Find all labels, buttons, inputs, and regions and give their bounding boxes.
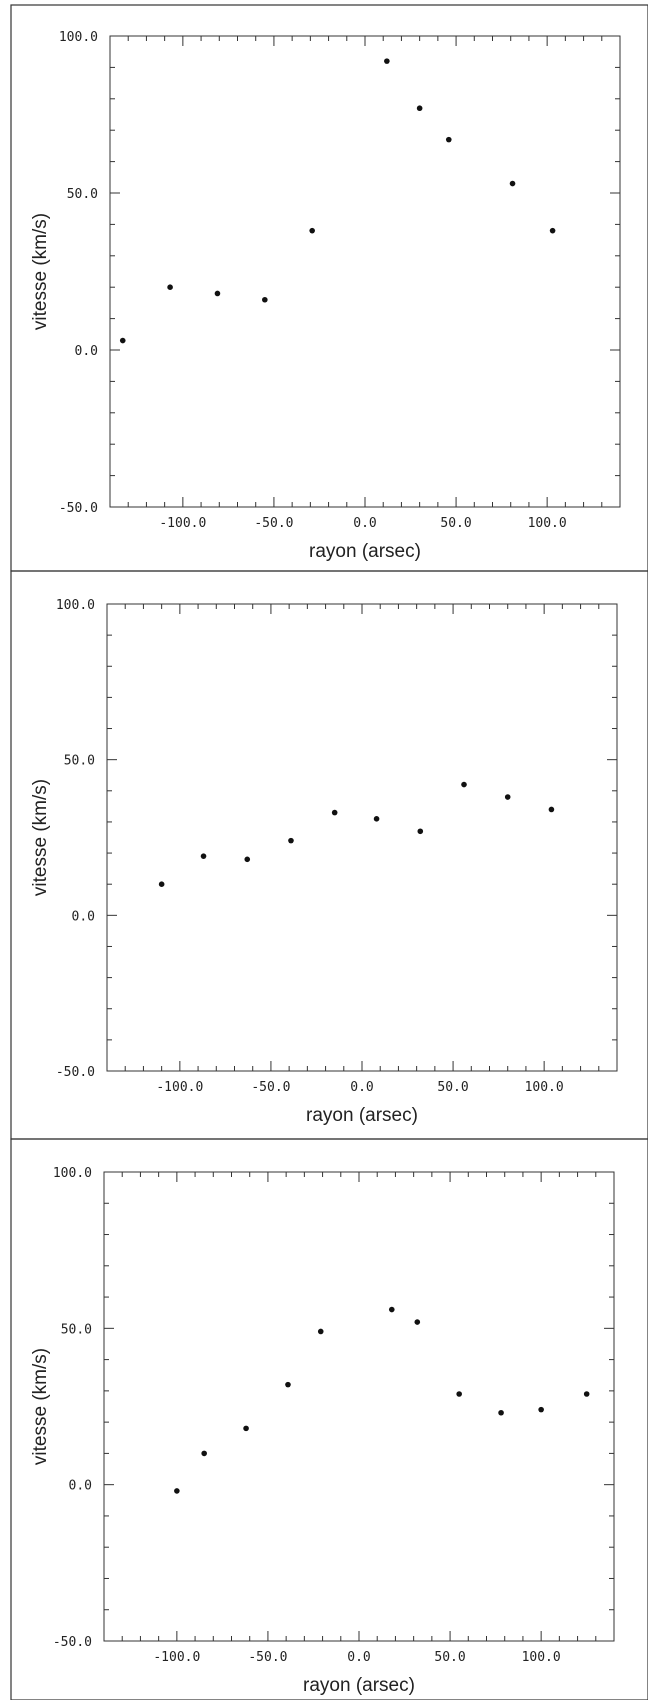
x-tick-label: 0.0 [350,1080,373,1095]
plot-area [109,35,621,508]
data-point [414,1319,421,1325]
y-tick-label: 100.0 [56,598,95,613]
data-point [583,1391,590,1397]
data-point [538,1406,544,1413]
data-point [174,1488,180,1494]
x-tick-label: -100.0 [159,516,206,531]
x-axis-title: rayon (arsec) [309,541,421,562]
y-tick-label: -50.0 [56,1065,95,1080]
data-point [119,337,126,344]
y-tick-label: 50.0 [61,1322,92,1337]
x-tick-label: -50.0 [251,1080,290,1095]
data-point [498,1409,504,1416]
x-tick-label: 0.0 [353,516,376,531]
y-tick-label: -50.0 [59,501,98,516]
data-point [417,828,424,835]
data-point [288,837,294,844]
data-point [331,809,338,816]
data-point [504,794,511,800]
x-axis-title: rayon (arsec) [306,1105,418,1126]
y-tick-label: -50.0 [53,1635,92,1650]
y-axis-title: vitesse (km/s) [30,779,51,896]
data-point [262,296,268,303]
y-axis-title: vitesse (km/s) [30,213,51,330]
data-point [548,806,555,813]
data-point [384,58,390,64]
data-point [456,1391,462,1397]
x-tick-label: 100.0 [528,516,567,531]
x-axis-title: rayon (arsec) [303,1675,415,1696]
y-tick-label: 50.0 [64,754,95,769]
x-tick-label: 100.0 [525,1080,564,1095]
x-tick-label: -50.0 [254,516,293,531]
y-tick-label: 0.0 [69,1479,92,1494]
data-point [158,881,165,887]
data-point [200,853,207,859]
x-tick-label: -50.0 [248,1650,287,1665]
y-axis-title: vitesse (km/s) [30,1348,51,1465]
panel-frame [10,1138,648,1700]
data-point [309,227,315,234]
plot-area [103,1171,615,1642]
data-point [416,105,423,112]
data-point [509,180,516,187]
data-point [243,1425,249,1432]
data-point [244,856,251,863]
y-tick-label: 50.0 [67,187,98,202]
data-point [317,1328,324,1335]
chart-panel-3: -100.0 -50.0 0.0 50.0 100.0 100.0 50.0 0.0 -50.0… [10,1138,648,1700]
panel-frame [10,4,648,572]
x-tick-label: 0.0 [347,1650,370,1665]
chart-panel-2: -100.0 -50.0 0.0 50.0 100.0 100.0 50.0 0.0 -50.0… [10,570,648,1140]
x-tick-label: 50.0 [434,1650,465,1665]
y-tick-label: 0.0 [75,344,98,359]
y-tick-label: 0.0 [72,909,95,924]
data-point [285,1381,291,1388]
data-point [388,1306,395,1313]
y-tick-label: 100.0 [53,1166,92,1181]
chart-panel-1: -100.0 -50.0 0.0 50.0 100.0 100.0 50.0 0.0 -50.0… [10,4,648,572]
plot-area [106,603,618,1072]
data-point [373,816,380,822]
x-tick-label: -100.0 [156,1080,203,1095]
data-point [167,284,173,291]
x-tick-label: 50.0 [437,1080,468,1095]
data-point [445,136,452,143]
x-tick-label: 50.0 [440,516,471,531]
x-tick-label: -100.0 [153,1650,200,1665]
data-point [549,227,556,234]
data-point [461,781,467,788]
y-tick-label: 100.0 [59,30,98,45]
data-point [214,290,221,297]
x-tick-label: 100.0 [522,1650,561,1665]
data-point [201,1450,207,1457]
